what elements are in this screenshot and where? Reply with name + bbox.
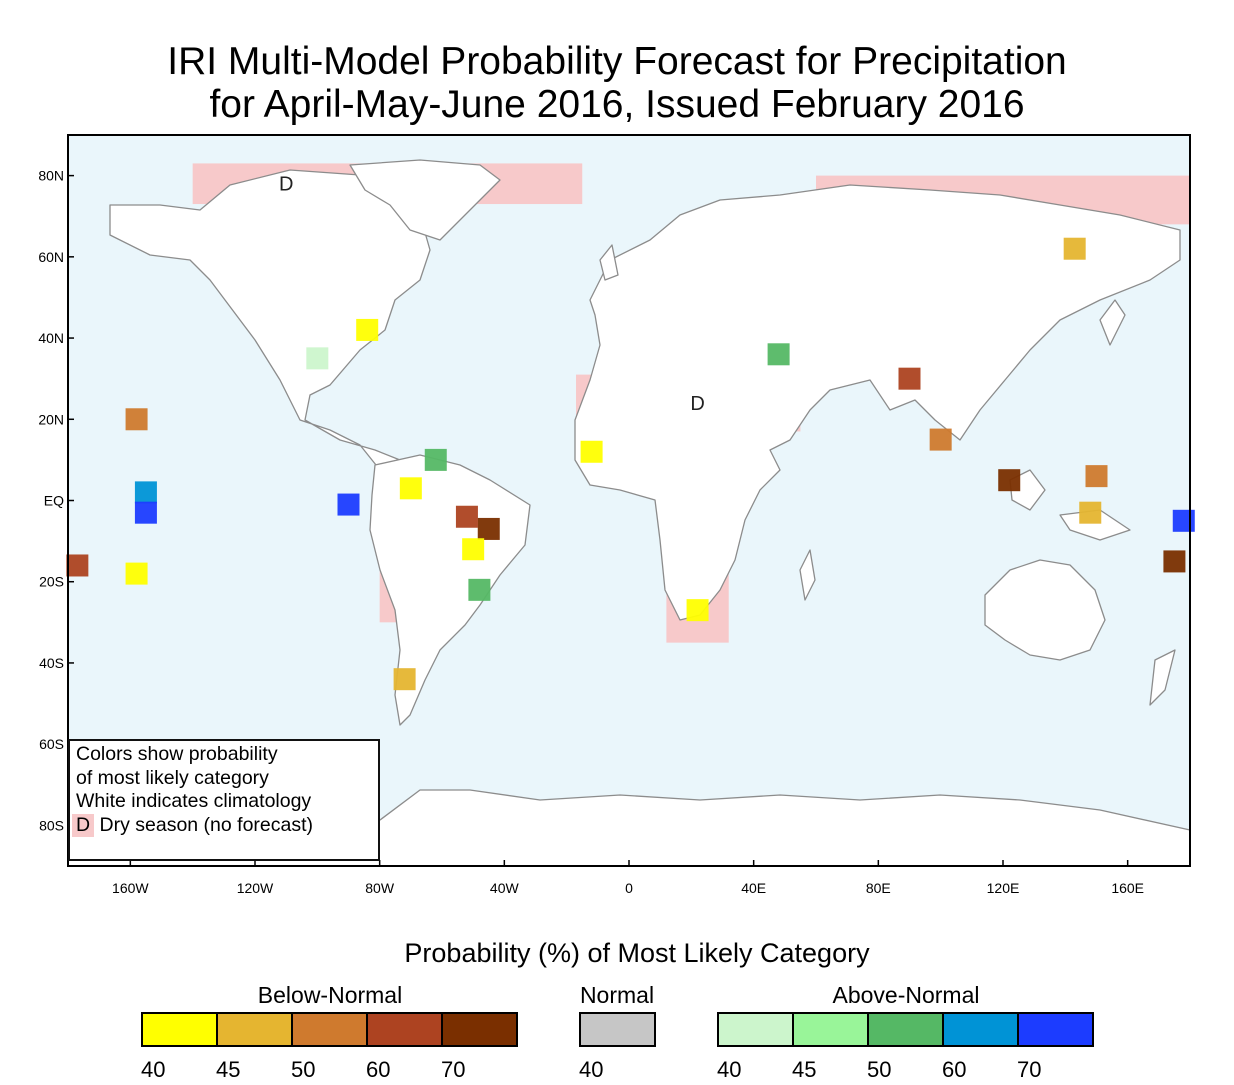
forecast-patch: [468, 578, 491, 601]
island-new-zealand: [1149, 649, 1176, 706]
forecast-patch: [686, 599, 709, 622]
lon-tick-label: 80W: [365, 880, 395, 896]
lat-tick-label: 60S: [39, 736, 64, 752]
lat-tick-label: EQ: [44, 493, 64, 509]
note-line-1: Colors show probability: [76, 743, 278, 765]
legend-group-label-below: Below-Normal: [257, 982, 403, 1008]
lon-tick-label: 160W: [112, 880, 149, 896]
forecast-patch: [306, 347, 329, 370]
legend-swatch-above: [867, 1012, 944, 1047]
note-dry-season-text: Dry season (no forecast): [99, 813, 314, 836]
note-line-3: White indicates climatology: [76, 790, 312, 812]
map-note-box: Colors show probability of most likely c…: [68, 739, 380, 861]
continent-greenland: [349, 159, 501, 241]
legend-tick-label: 40: [579, 1057, 604, 1082]
forecast-patch: [1163, 550, 1186, 573]
forecast-patch: [455, 505, 478, 528]
map-axes: 80N 60N 40N 20N EQ 20S 40S 60S 80S 160W 120W 80W 40W…: [38, 168, 1144, 896]
island-uk: [599, 244, 619, 281]
legend-swatch-above: [792, 1012, 869, 1047]
legend-swatch-below: [366, 1012, 443, 1047]
forecast-patch: [898, 367, 921, 390]
legend-tick-label: 50: [867, 1057, 892, 1082]
lat-tick-label: 20N: [38, 411, 64, 427]
legend-tick-label: 45: [216, 1057, 241, 1082]
legend-swatch-below: [141, 1012, 218, 1047]
lat-tick-label: 40S: [39, 655, 64, 671]
island-japan: [1099, 299, 1126, 346]
note-line-2: of most likely category: [76, 766, 269, 789]
lon-tick-label: 0: [625, 880, 633, 896]
forecast-patch: [1172, 509, 1195, 532]
forecast-patch: [462, 538, 485, 561]
dry-season-marker-sample: D: [72, 813, 95, 837]
forecast-patch: [998, 469, 1021, 492]
forecast-patch: [1063, 237, 1086, 260]
legend-group-label-normal: Normal: [579, 982, 655, 1008]
island-madagascar: [799, 549, 816, 601]
chart-title-line1: IRI Multi-Model Probability Forecast for…: [167, 40, 1067, 83]
forecast-patch: [580, 440, 603, 463]
forecast-patch: [767, 343, 790, 366]
legend-tick-label: 60: [366, 1057, 391, 1082]
lat-tick-label: 80N: [38, 168, 64, 184]
legend-tick-label: 40: [141, 1057, 166, 1082]
legend-swatch-below: [216, 1012, 293, 1047]
forecast-patch: [134, 501, 157, 524]
legend-tick-label: 50: [291, 1057, 316, 1082]
forecast-patch: [399, 477, 422, 500]
dry-season-markers: DD: [279, 174, 705, 415]
forecast-patch: [134, 481, 157, 504]
chart-title-line2: for April-May-June 2016, Issued February…: [209, 83, 1025, 126]
legend-swatch-below: [291, 1012, 368, 1047]
lon-tick-label: 80E: [866, 880, 891, 896]
legend-title: Probability (%) of Most Likely Category: [404, 938, 870, 968]
legend-tick-label: 40: [717, 1057, 742, 1082]
legend-swatch-below: [441, 1012, 518, 1047]
lat-tick-label: 80S: [39, 817, 64, 833]
forecast-patch: [337, 493, 360, 516]
forecast-patch: [929, 428, 952, 451]
lon-tick-label: 120E: [987, 880, 1020, 896]
legend-tick-label: 60: [942, 1057, 967, 1082]
continent-australia: [984, 559, 1106, 661]
forecast-patches: [66, 237, 1195, 691]
forecast-patch: [125, 562, 148, 585]
legend-group-label-above: Above-Normal: [832, 982, 980, 1008]
legend-swatch-normal: [579, 1012, 656, 1047]
dry-season-marker: D: [279, 174, 293, 196]
forecast-patch: [477, 517, 500, 540]
continent-eurasia-africa: [574, 184, 1181, 621]
legend-tick-label: 45: [792, 1057, 817, 1082]
note-line-4: D Dry season (no forecast): [72, 813, 372, 837]
dry-season-marker: D: [690, 393, 704, 415]
forecast-patch: [1085, 465, 1108, 488]
lon-tick-label: 120W: [237, 880, 274, 896]
forecast-patch: [66, 554, 89, 577]
lat-tick-label: 60N: [38, 249, 64, 265]
forecast-patch: [356, 318, 379, 341]
lon-tick-label: 40W: [490, 880, 520, 896]
lon-tick-label: 160E: [1111, 880, 1144, 896]
legend-tick-label: 70: [441, 1057, 466, 1082]
forecast-patch: [1079, 501, 1102, 524]
legend-swatch-above: [717, 1012, 794, 1047]
legend-tick-label: 70: [1017, 1057, 1042, 1082]
legend-swatch-above: [1017, 1012, 1094, 1047]
forecast-patch: [393, 668, 416, 691]
lon-tick-label: 40E: [741, 880, 766, 896]
legend-swatch-above: [942, 1012, 1019, 1047]
lat-tick-label: 40N: [38, 330, 64, 346]
forecast-patch: [424, 448, 447, 471]
lat-tick-label: 20S: [39, 574, 64, 590]
forecast-patch: [125, 408, 148, 431]
